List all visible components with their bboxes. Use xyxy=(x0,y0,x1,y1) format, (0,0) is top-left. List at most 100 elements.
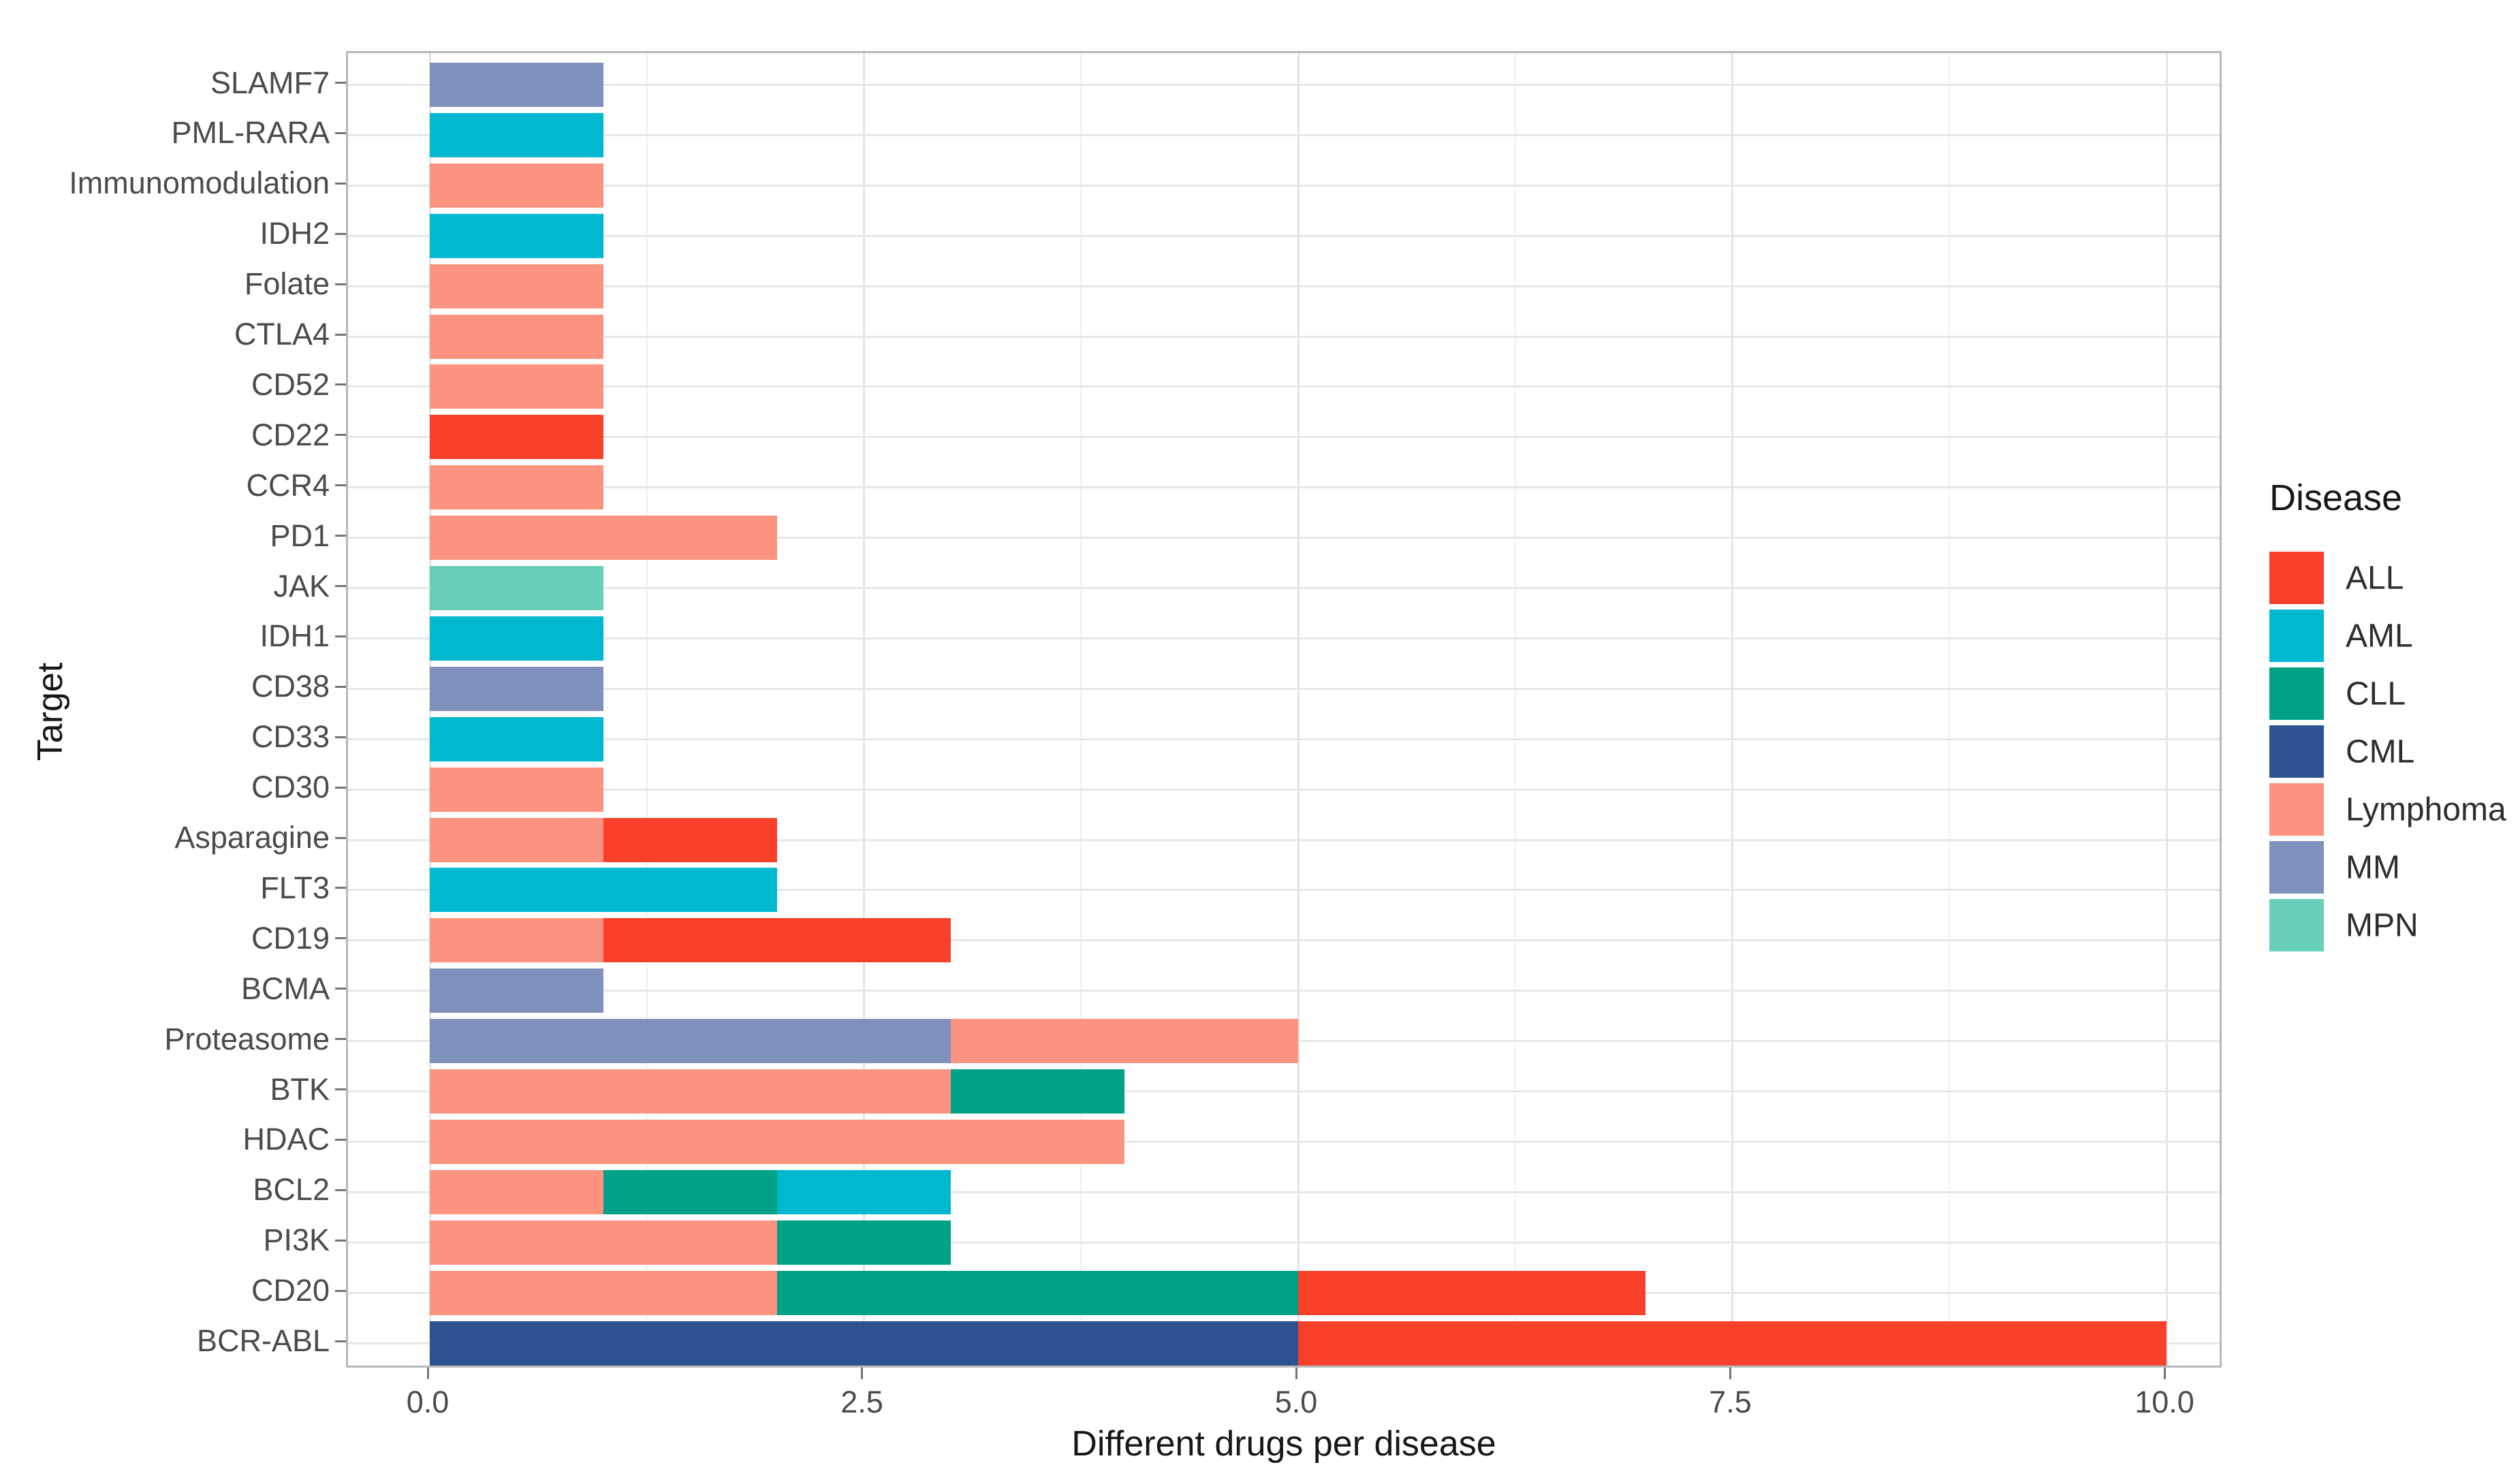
y-tick-mark xyxy=(335,1038,346,1041)
y-tick-label: SLAMF7 xyxy=(210,65,330,100)
legend-swatch-CML xyxy=(2269,725,2324,778)
y-tick-mark xyxy=(335,786,346,789)
legend-swatch-MM xyxy=(2269,841,2324,894)
minor-gridline xyxy=(1080,53,1082,1366)
y-tick-label: CD38 xyxy=(251,669,330,704)
major-gridline xyxy=(1731,53,1733,1366)
category-gridline xyxy=(348,990,2220,992)
legend-swatch-Lymphoma xyxy=(2269,783,2324,836)
y-tick-label: CD19 xyxy=(251,920,330,956)
y-tick-mark xyxy=(335,1138,346,1141)
bar-segment-BCMA-MM xyxy=(430,968,603,1013)
y-tick-label: PML-RARA xyxy=(171,115,330,151)
legend-swatch-ALL xyxy=(2269,552,2324,604)
bar-segment-BTK-CLL xyxy=(951,1069,1124,1114)
legend-entries: ALL AML CLL CML Lymphoma MM MPN xyxy=(2269,552,2506,951)
bar-segment-PD1-Lymphoma xyxy=(430,516,777,561)
legend-label: ALL xyxy=(2346,560,2404,596)
y-tick-label: PD1 xyxy=(270,518,330,553)
legend-entry-Lymphoma: Lymphoma xyxy=(2269,783,2506,836)
category-gridline xyxy=(348,587,2220,589)
bar-segment-Asparagine-Lymphoma xyxy=(430,817,603,862)
y-tick-mark xyxy=(335,585,346,587)
y-tick-mark xyxy=(335,988,346,990)
legend-entry-AML: AML xyxy=(2269,610,2413,662)
bar-segment-PI3K-CLL xyxy=(777,1220,951,1265)
bar-segment-CD33-AML xyxy=(430,716,603,761)
category-gridline xyxy=(348,1140,2220,1143)
legend-swatch-MPN xyxy=(2269,899,2324,951)
bar-segment-CD20-Lymphoma xyxy=(430,1270,777,1315)
bar-segment-BCL2-Lymphoma xyxy=(430,1169,603,1214)
y-tick-label: Folate xyxy=(244,266,330,302)
bar-segment-JAK-MPN xyxy=(430,566,603,610)
y-tick-mark xyxy=(335,1088,346,1090)
y-tick-mark xyxy=(335,937,346,940)
y-tick-label: CD52 xyxy=(251,366,330,402)
x-tick-mark xyxy=(426,1368,429,1379)
category-gridline xyxy=(348,486,2220,489)
x-tick-label: 5.0 xyxy=(1274,1385,1318,1419)
legend-label: MM xyxy=(2346,849,2400,885)
category-gridline xyxy=(348,939,2220,942)
y-tick-mark xyxy=(335,131,346,134)
y-tick-mark xyxy=(335,836,346,839)
y-tick-mark xyxy=(335,685,346,688)
plot-panel xyxy=(346,51,2222,1368)
y-tick-mark xyxy=(335,232,346,235)
bar-segment-PI3K-Lymphoma xyxy=(430,1220,777,1265)
y-tick-mark xyxy=(335,1289,346,1292)
bar-segment-CCR4-Lymphoma xyxy=(430,465,603,510)
bar-segment-Proteasome-Lymphoma xyxy=(951,1019,1298,1064)
legend-label: AML xyxy=(2346,618,2413,654)
category-gridline xyxy=(348,285,2220,287)
bar-segment-BCR-ABL-ALL xyxy=(1298,1321,2167,1366)
y-tick-label: Proteasome xyxy=(164,1021,330,1056)
x-tick-mark xyxy=(2163,1368,2166,1379)
category-gridline xyxy=(348,184,2220,187)
category-gridline xyxy=(348,436,2220,439)
bar-segment-Folate-Lymphoma xyxy=(430,264,603,309)
legend-swatch-AML xyxy=(2269,610,2324,662)
minor-gridline xyxy=(1514,53,1516,1366)
y-tick-label: PI3K xyxy=(263,1223,330,1258)
legend-title: Disease xyxy=(2269,477,2403,518)
y-tick-mark xyxy=(335,182,346,185)
legend-label: Lymphoma xyxy=(2346,791,2506,827)
bar-segment-CD20-ALL xyxy=(1298,1270,1645,1315)
category-gridline xyxy=(348,385,2220,388)
x-tick-label: 10.0 xyxy=(2135,1385,2194,1419)
y-tick-mark xyxy=(335,82,346,84)
y-tick-mark xyxy=(335,434,346,437)
y-tick-label: BCMA xyxy=(240,971,330,1006)
category-gridline xyxy=(348,637,2220,640)
bar-segment-BCL2-AML xyxy=(777,1169,951,1214)
category-gridline xyxy=(348,537,2220,539)
y-tick-label: IDH2 xyxy=(259,216,330,251)
category-gridline xyxy=(348,133,2220,136)
legend-label: MPN xyxy=(2346,907,2419,943)
y-tick-mark xyxy=(335,283,346,285)
category-gridline xyxy=(348,738,2220,740)
category-gridline xyxy=(348,1241,2220,1244)
y-tick-mark xyxy=(335,484,346,487)
bar-segment-CD19-ALL xyxy=(603,918,951,963)
y-tick-label: CTLA4 xyxy=(234,317,330,351)
x-tick-mark xyxy=(861,1368,863,1379)
bar-segment-PML-RARA-AML xyxy=(430,112,603,157)
y-tick-mark xyxy=(335,535,346,537)
y-tick-label: Asparagine xyxy=(174,820,330,855)
y-tick-mark xyxy=(335,333,346,336)
bar-segment-CD30-Lymphoma xyxy=(430,767,603,812)
y-tick-mark xyxy=(335,1340,346,1342)
bar-segment-HDAC-Lymphoma xyxy=(430,1119,1124,1164)
y-tick-mark xyxy=(335,635,346,637)
y-tick-label: FLT3 xyxy=(260,870,330,905)
y-tick-label: BCR-ABL xyxy=(196,1323,330,1358)
category-gridline xyxy=(348,1191,2220,1193)
y-tick-label: HDAC xyxy=(242,1122,330,1157)
major-gridline xyxy=(2165,53,2168,1366)
y-tick-label: BCL2 xyxy=(253,1172,330,1208)
legend-label: CML xyxy=(2346,734,2415,770)
